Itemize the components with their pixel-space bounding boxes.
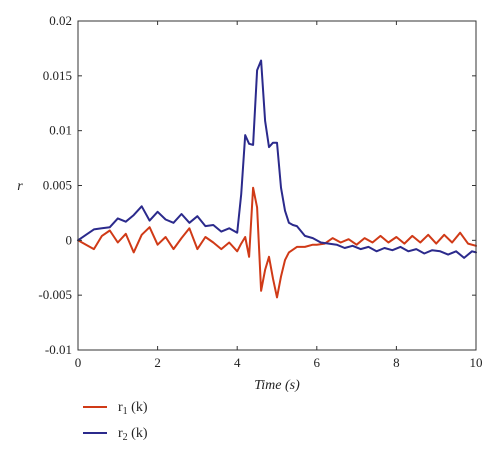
y-tick-label: 0.02 <box>49 13 72 28</box>
y-tick-label: 0.01 <box>49 123 72 138</box>
y-tick-label: 0 <box>66 232 73 247</box>
y-tick-label: 0.015 <box>43 68 72 83</box>
plot-area <box>77 59 477 299</box>
axes: 0 2 4 6 8 10 -0.01 -0.005 0 0.005 0.01 0.015 0.02 <box>38 13 482 370</box>
y-axis-label: r <box>17 179 23 194</box>
x-tick-label: 2 <box>154 355 161 370</box>
x-tick-label: 0 <box>75 355 82 370</box>
legend: r1 (k) r2 (k) <box>83 400 148 443</box>
y-tick-label: -0.01 <box>45 342 72 357</box>
series-line-r1 <box>77 186 477 299</box>
x-tick-label: 6 <box>314 355 321 370</box>
x-tick-label: 10 <box>470 355 483 370</box>
x-axis-label: Time (s) <box>254 378 300 393</box>
series-line-r2 <box>77 59 477 259</box>
legend-label-r1: r1 (k) <box>118 400 148 417</box>
x-tick-label: 8 <box>393 355 400 370</box>
x-tick-label: 4 <box>234 355 241 370</box>
legend-label-r2: r2 (k) <box>118 426 148 443</box>
plot-frame <box>77 20 477 351</box>
y-tick-label: -0.005 <box>38 287 72 302</box>
y-tick-label: 0.005 <box>43 178 72 193</box>
